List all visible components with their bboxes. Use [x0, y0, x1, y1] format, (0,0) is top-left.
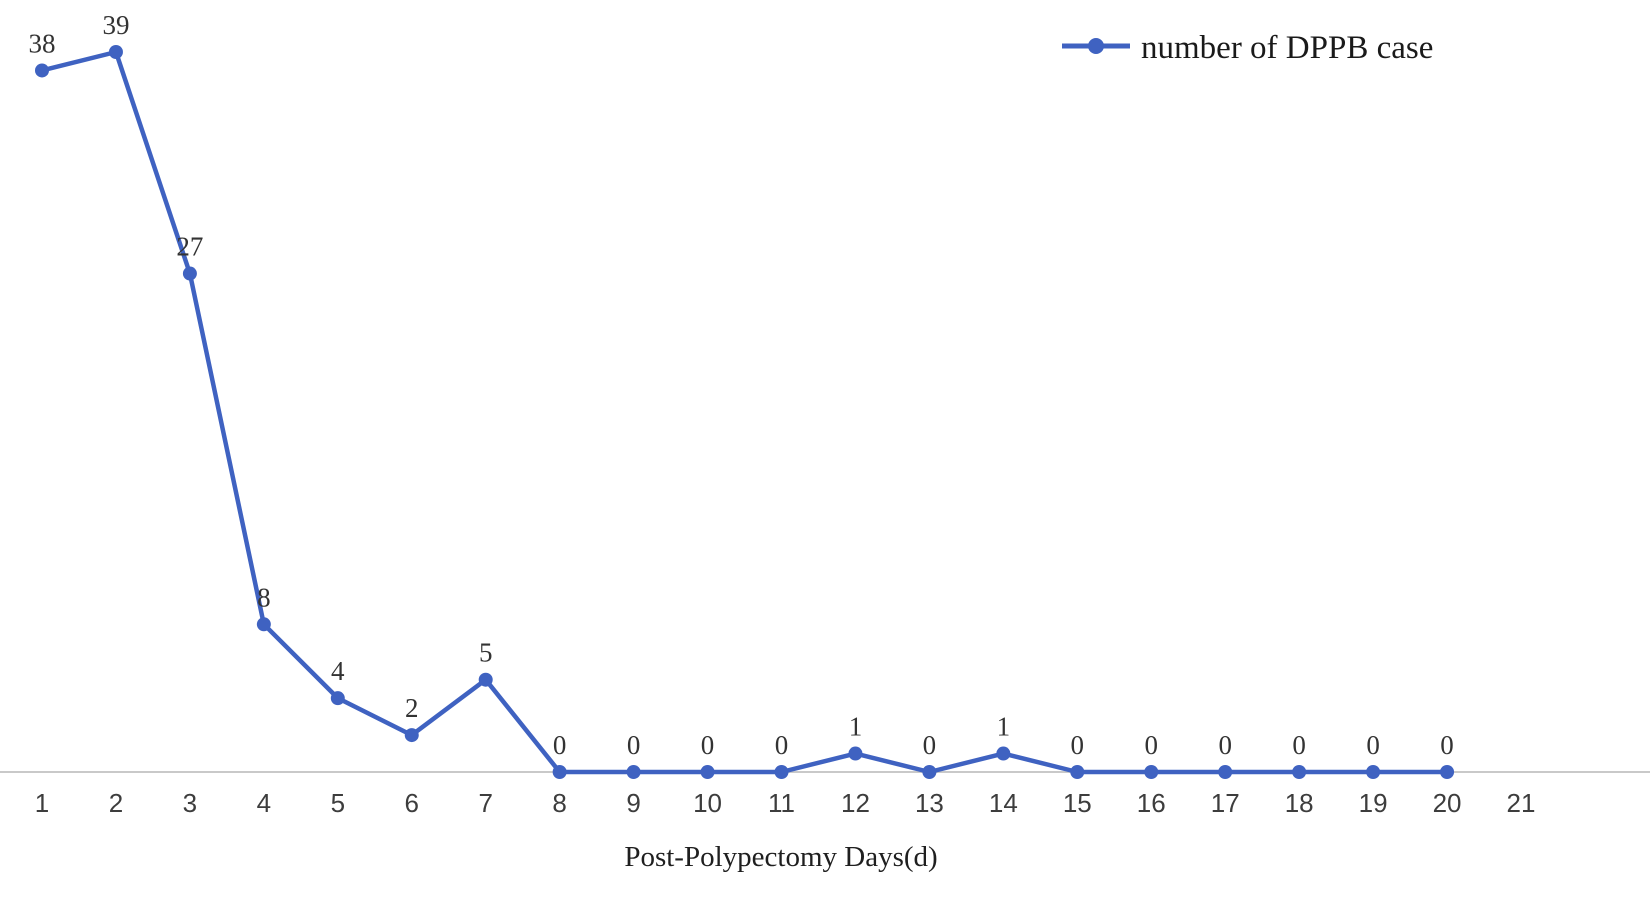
data-point [552, 765, 567, 779]
legend-marker-dot [1088, 38, 1104, 54]
data-point [774, 765, 789, 779]
data-point [1070, 765, 1085, 779]
x-tick-label: 4 [257, 788, 271, 818]
data-point [1440, 765, 1455, 779]
series-line [39, 49, 1450, 775]
data-point [1292, 765, 1307, 779]
data-label: 0 [627, 730, 641, 760]
x-tick-label: 9 [626, 788, 640, 818]
data-point [922, 765, 937, 779]
data-label: 0 [1440, 730, 1454, 760]
x-tick-label: 6 [405, 788, 419, 818]
x-tick-label: 7 [478, 788, 492, 818]
x-tick-label: 18 [1285, 788, 1314, 818]
data-label: 0 [1071, 730, 1085, 760]
data-point [1218, 765, 1233, 779]
x-tick-label: 14 [989, 788, 1018, 818]
data-point [108, 45, 123, 59]
x-tick-label: 13 [915, 788, 944, 818]
data-label: 0 [553, 730, 567, 760]
data-labels: 38 39 27 8 4 2 5 0 0 0 0 1 0 1 0 0 0 0 0 0 [29, 10, 1454, 760]
x-tick-label: 20 [1433, 788, 1462, 818]
data-point [848, 746, 863, 761]
data-point [1144, 765, 1159, 779]
data-point [35, 63, 49, 78]
data-label: 39 [102, 10, 129, 40]
x-axis-title: Post-Polypectomy Days(d) [624, 841, 937, 873]
x-tick-label: 17 [1211, 788, 1240, 818]
data-label: 2 [405, 693, 419, 723]
x-tick-label: 11 [768, 788, 795, 818]
x-tick-label: 1 [35, 788, 49, 818]
data-point [478, 672, 493, 687]
data-point [182, 266, 197, 281]
data-label: 1 [997, 712, 1011, 742]
x-tick-label: 12 [841, 788, 870, 818]
x-tick-label: 3 [183, 788, 197, 818]
data-label: 0 [1145, 730, 1159, 760]
data-label: 0 [701, 730, 715, 760]
data-label: 0 [775, 730, 789, 760]
data-point [1366, 765, 1381, 779]
data-point [330, 691, 345, 706]
x-axis-tick-labels: 1 2 3 4 5 6 7 8 9 10 11 12 13 14 15 16 17 18 19 20 21 [35, 788, 1536, 818]
x-tick-label: 15 [1063, 788, 1092, 818]
series-dppb-cases [35, 45, 1455, 779]
data-label: 5 [479, 638, 493, 668]
x-tick-label: 21 [1507, 788, 1536, 818]
data-label: 38 [29, 28, 56, 58]
data-label: 27 [176, 232, 203, 262]
data-point [996, 746, 1011, 761]
data-point [404, 728, 419, 743]
legend-label: number of DPPB case [1141, 30, 1433, 66]
data-point [700, 765, 715, 779]
data-label: 0 [1292, 730, 1306, 760]
x-tick-label: 2 [109, 788, 123, 818]
x-tick-label: 8 [552, 788, 566, 818]
legend: number of DPPB case [1062, 30, 1433, 66]
data-label: 0 [1366, 730, 1380, 760]
data-label: 1 [849, 712, 863, 742]
data-point [256, 617, 271, 632]
x-tick-label: 10 [693, 788, 722, 818]
data-label: 8 [257, 582, 271, 612]
x-tick-label: 5 [331, 788, 345, 818]
x-tick-label: 16 [1137, 788, 1166, 818]
data-point [626, 765, 641, 779]
x-tick-label: 19 [1359, 788, 1388, 818]
data-label: 4 [331, 656, 345, 686]
data-label: 0 [1218, 730, 1232, 760]
data-label: 0 [923, 730, 937, 760]
